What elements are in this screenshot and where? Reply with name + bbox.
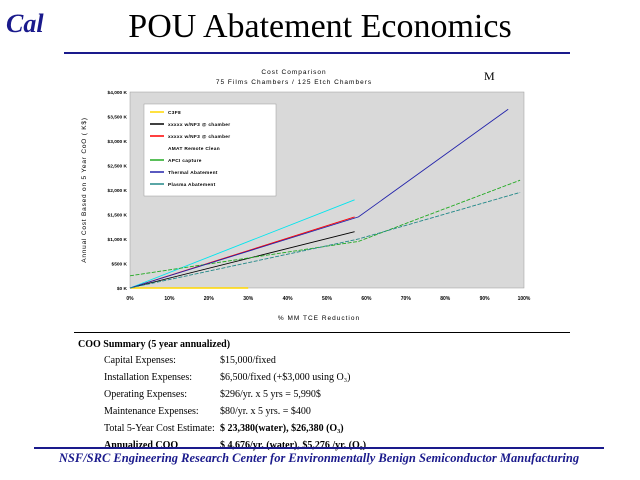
x-tick-label: 80% [440, 296, 451, 302]
legend-entry-4: APCI capture [168, 158, 202, 164]
legend-entry-0: C3F8 [168, 110, 181, 116]
y-tick-label: $4,000 K [108, 90, 128, 96]
y-tick-label: $1,000 K [108, 237, 128, 243]
cal-logo: Cal [6, 9, 44, 38]
coo-label: Annualized COO [104, 440, 179, 451]
coo-value: $296/yr. x 5 yrs = 5,990$ [220, 389, 321, 400]
legend-entry-3: AMAT Remote Clean [168, 146, 220, 152]
coo-value: $15,000/fixed [220, 355, 276, 366]
coo-heading: COO Summary (5 year annualized) [78, 339, 231, 350]
legend-entry-1: xxxxx w/NF3 @ chamber [168, 122, 230, 128]
chart-corner-label: M [484, 69, 495, 83]
y-axis-label: Annual Cost Based on 5 Year CoO ( K$) [81, 117, 88, 263]
x-tick-label: 100% [518, 296, 531, 302]
logo-text: Cal [6, 9, 44, 38]
footer-center-name: NSF/SRC Engineering Research Center for … [34, 447, 604, 466]
chart-subtitle: 75 Films Chambers / 125 Etch Chambers [216, 79, 372, 86]
coo-label: Operating Expenses: [104, 389, 188, 400]
x-tick-label: 50% [322, 296, 333, 302]
coo-label: Maintenance Expenses: [104, 406, 199, 417]
x-tick-label: 40% [283, 296, 294, 302]
y-tick-label: $3,000 K [108, 139, 128, 145]
legend-entry-2: xxxxx w/NF3 @ chamber [168, 134, 230, 140]
x-tick-label: 30% [243, 296, 254, 302]
cost-comparison-chart: Cost Comparison 75 Films Chambers / 125 E… [81, 69, 531, 322]
series-line-5 [129, 108, 509, 289]
title-divider [64, 52, 570, 54]
series-line-3 [129, 199, 355, 289]
y-tick-label: $500 K [112, 262, 128, 268]
series-line-6 [129, 191, 521, 289]
legend-entry-6: Plasma Abatement [168, 182, 216, 188]
legend-entry-5: Thermal Abatement [168, 170, 218, 176]
x-tick-label: 70% [401, 296, 412, 302]
y-tick-label: $3,500 K [108, 115, 128, 121]
coo-value: $6,500/fixed (+$3,000 using O₃) [220, 372, 351, 383]
x-tick-label: 90% [480, 296, 491, 302]
y-tick-label: $2,000 K [108, 188, 128, 194]
coo-value: $80/yr. x 5 yrs. = $400 [220, 406, 311, 417]
legend-box [143, 103, 277, 197]
coo-label: Installation Expenses: [104, 372, 193, 383]
x-axis-label: % MM TCE Reduction [278, 315, 360, 322]
series-line-1 [129, 231, 355, 289]
x-tick-label: 10% [164, 296, 175, 302]
chart-title: Cost Comparison [261, 69, 326, 76]
y-tick-label: $0 K [117, 286, 128, 292]
coo-summary: COO Summary (5 year annualized) Capital … [74, 332, 570, 451]
coo-label: Capital Expenses: [104, 355, 176, 366]
coo-label: Total 5-Year Cost Estimate: [104, 423, 215, 434]
coo-value: $ 4,676/yr. (water), $5,276 /yr. (O₃) [220, 440, 367, 451]
x-tick-label: 60% [361, 296, 372, 302]
x-tick-label: 20% [204, 296, 215, 302]
page-title: POU Abatement Economics [128, 8, 512, 45]
y-tick-label: $2,500 K [108, 164, 128, 170]
coo-value: $ 23,380(water), $26,380 (O₃) [220, 423, 344, 434]
x-tick-label: 0% [126, 296, 134, 302]
y-tick-label: $1,500 K [108, 213, 128, 219]
